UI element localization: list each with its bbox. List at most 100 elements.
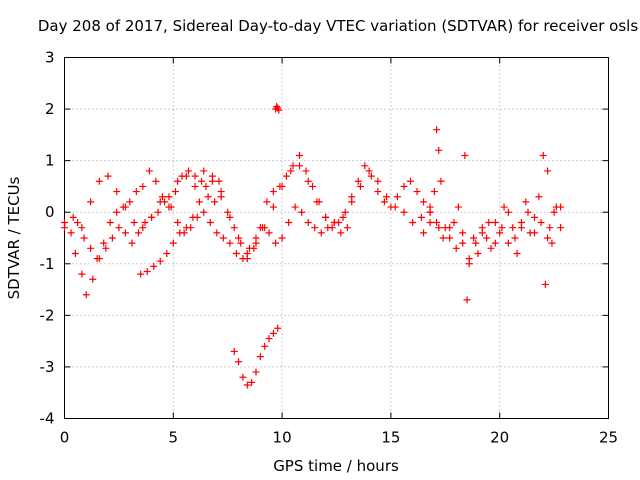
data-point [550,208,558,216]
data-point [524,208,532,216]
data-point [537,219,545,227]
plot-frame [64,57,609,419]
data-point [548,239,556,247]
data-point [511,234,519,242]
data-point [454,203,462,211]
data-point [191,182,199,190]
data-point [274,324,282,332]
data-point [143,268,151,276]
data-point [156,257,164,265]
data-point [69,213,77,221]
data-point [195,198,203,206]
data-point [433,219,441,227]
data-point [391,203,399,211]
data-point [161,198,169,206]
data-point [278,234,286,242]
y-tick-label: -3 [40,358,55,376]
data-point [272,239,280,247]
data-point [145,167,153,175]
chart-title: Day 208 of 2017, Sidereal Day-to-day VTE… [38,17,638,35]
data-point [263,198,271,206]
data-point [463,296,471,304]
data-point [539,151,547,159]
x-tick-label: 10 [273,429,292,447]
data-point [491,239,499,247]
data-point [167,203,175,211]
data-point [113,188,121,196]
data-point [235,358,243,366]
data-point [417,213,425,221]
grid-lines [64,57,609,419]
data-point [452,244,460,252]
data-point [420,229,428,237]
x-tick-label: 0 [60,429,70,447]
data-point [474,249,482,257]
data-point [287,167,295,175]
data-point [485,219,493,227]
data-point [126,198,134,206]
x-tick-label: 20 [490,429,509,447]
data-point [200,167,208,175]
data-point [80,234,88,242]
y-tick-label: 1 [45,152,55,170]
data-point [304,219,312,227]
data-point [309,182,317,190]
y-axis-label: SDTVAR / TECUs [5,176,23,299]
data-point [67,229,75,237]
data-point [61,219,68,227]
data-point [182,224,190,232]
data-point [154,208,162,216]
data-point [302,167,310,175]
x-tick-label: 15 [381,429,400,447]
data-point [504,208,512,216]
data-point [557,224,565,232]
data-point [374,177,382,185]
data-point [121,229,129,237]
data-point [252,234,260,242]
data-point [230,224,238,232]
data-point [348,198,356,206]
data-point [406,177,414,185]
data-point [472,239,480,247]
y-tick-label: -1 [40,255,55,273]
data-point [383,193,391,201]
data-point [139,182,147,190]
data-point [544,167,552,175]
y-tick-labels: -4 -3 -2 -1 0 1 2 3 [40,49,55,428]
data-point [487,244,495,252]
data-point [217,188,225,196]
data-point [265,229,273,237]
data-point [239,373,247,381]
data-point [185,167,193,175]
data-point [330,219,338,227]
data-point [317,229,325,237]
data-point [148,213,156,221]
data-point [226,213,234,221]
data-point [546,224,554,232]
data-point [393,193,401,201]
data-point [130,219,138,227]
data-point [275,106,283,114]
data-point [426,219,434,227]
data-point [433,126,441,134]
data-point [313,198,321,206]
data-point [252,368,260,376]
data-point [104,172,112,180]
data-point [465,255,473,263]
x-tick-label: 25 [599,429,618,447]
data-point [269,329,277,337]
data-point [278,182,286,190]
data-point [269,188,277,196]
data-point [446,224,454,232]
data-point [198,177,206,185]
data-point [206,219,214,227]
x-tick-labels: 0 5 10 15 20 25 [60,429,618,447]
data-point [259,224,267,232]
data-point [400,182,408,190]
data-point [324,224,332,232]
data-point [208,172,216,180]
data-point [191,172,199,180]
data-point [87,198,95,206]
data-point [435,146,443,154]
